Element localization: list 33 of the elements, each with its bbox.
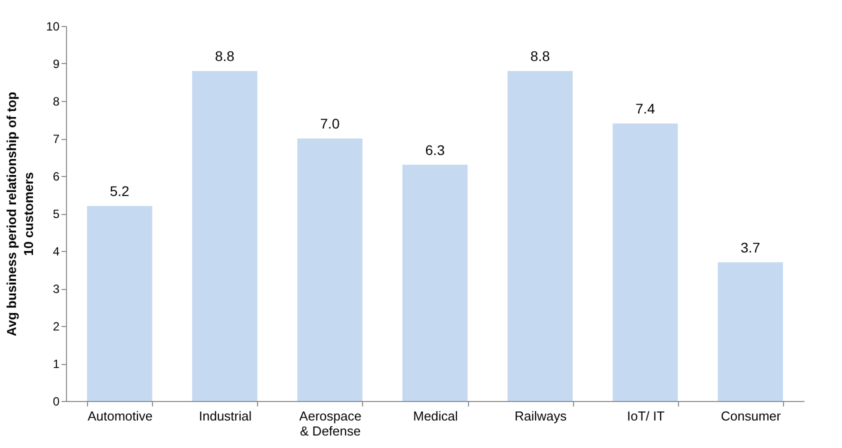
y-tick-label: 3 (52, 282, 60, 296)
y-tick-label: 6 (52, 170, 60, 184)
bar (718, 262, 783, 401)
x-tick-label: Automotive (88, 408, 153, 424)
x-tick-label: Railways (514, 408, 568, 424)
x-tick-label: IoT/ IT (626, 408, 665, 424)
y-tick-label: 0 (52, 394, 60, 408)
y-tick-label: 5 (52, 207, 60, 221)
x-tick-label: Medical (413, 408, 458, 424)
y-tick-label: 1 (52, 357, 60, 371)
bar (87, 206, 152, 401)
x-tick-label: Aerospace & Defense (299, 408, 362, 438)
x-tick-label: Consumer (720, 408, 782, 424)
y-tick-label: 9 (52, 57, 60, 71)
data-label: 8.8 (215, 48, 235, 64)
bar (297, 138, 362, 401)
y-tick-label: 2 (52, 320, 60, 334)
data-label: 7.4 (636, 100, 656, 116)
y-tick-label: 10 (46, 20, 60, 34)
y-tick-label: 8 (52, 94, 60, 108)
y-tick-label: 7 (52, 132, 60, 146)
bar (612, 124, 678, 401)
data-label: 5.2 (110, 183, 130, 199)
bar (192, 71, 258, 401)
x-tick-label: Industrial (198, 408, 252, 424)
y-tick-label: 4 (52, 244, 60, 258)
data-label: 3.7 (740, 239, 760, 256)
bar (402, 164, 468, 401)
data-label: 7.0 (320, 116, 340, 132)
data-label: 6.3 (425, 142, 445, 158)
data-label: 8.8 (530, 48, 550, 64)
bar (508, 71, 573, 401)
y-axis-title: Avg business period relationship of top 10 customers (4, 92, 36, 336)
